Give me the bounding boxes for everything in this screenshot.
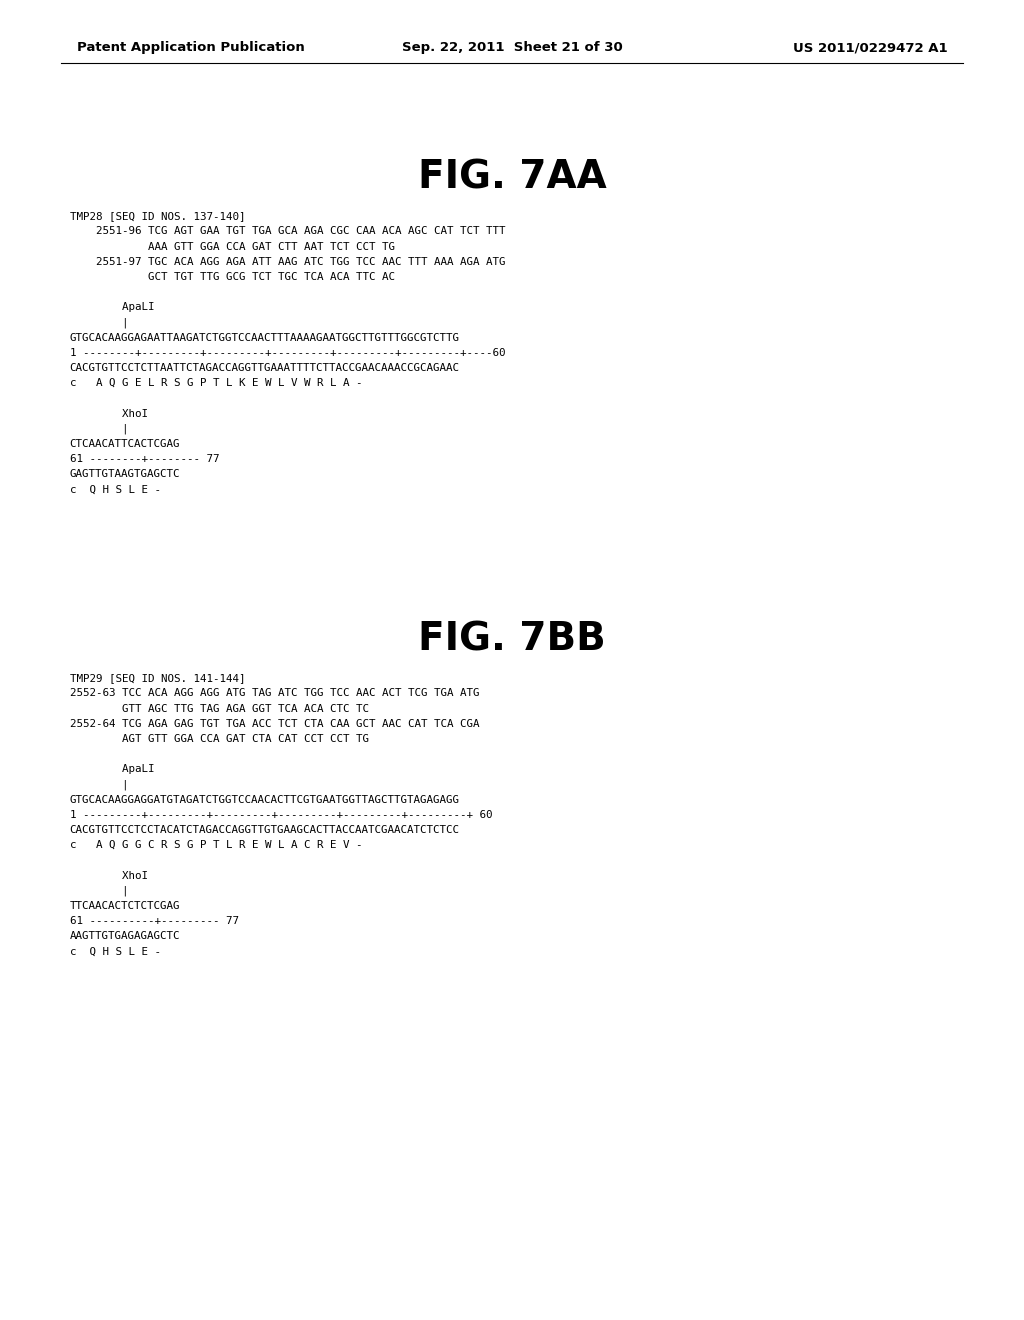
Text: ApaLI: ApaLI bbox=[70, 302, 155, 313]
Text: GTGCACAAGGAGGATGTAGATCTGGTCCAACACTTCGTGAATGGTTAGCTTGTAGAGAGG: GTGCACAAGGAGGATGTAGATCTGGTCCAACACTTCGTGA… bbox=[70, 795, 460, 805]
Text: c   A Q G E L R S G P T L K E W L V W R L A -: c A Q G E L R S G P T L K E W L V W R L … bbox=[70, 378, 362, 388]
Text: XhoI: XhoI bbox=[70, 409, 147, 418]
Text: c  Q H S L E -: c Q H S L E - bbox=[70, 946, 161, 957]
Text: Sep. 22, 2011  Sheet 21 of 30: Sep. 22, 2011 Sheet 21 of 30 bbox=[401, 41, 623, 54]
Text: US 2011/0229472 A1: US 2011/0229472 A1 bbox=[793, 41, 947, 54]
Text: TMP28 [SEQ ID NOS. 137-140]: TMP28 [SEQ ID NOS. 137-140] bbox=[70, 211, 245, 222]
Text: CACGTGTTCCTCCTACATCTAGACCAGGTTGTGAAGCACTTACCAATCGAACATCTCTCC: CACGTGTTCCTCCTACATCTAGACCAGGTTGTGAAGCACT… bbox=[70, 825, 460, 836]
Text: |: | bbox=[70, 886, 128, 896]
Text: CTCAACATTCACTCGAG: CTCAACATTCACTCGAG bbox=[70, 438, 180, 449]
Text: CACGTGTTCCTCTTAATTCTAGACCAGGTTGAAATTTTCTTACCGAACAAACCGCAGAAC: CACGTGTTCCTCTTAATTCTAGACCAGGTTGAAATTTTCT… bbox=[70, 363, 460, 374]
Text: AAA GTT GGA CCA GAT CTT AAT TCT CCT TG: AAA GTT GGA CCA GAT CTT AAT TCT CCT TG bbox=[70, 242, 394, 252]
Text: GAGTTGTAAGTGAGCTC: GAGTTGTAAGTGAGCTC bbox=[70, 470, 180, 479]
Text: c   A Q G G C R S G P T L R E W L A C R E V -: c A Q G G C R S G P T L R E W L A C R E … bbox=[70, 841, 362, 850]
Text: FIG. 7BB: FIG. 7BB bbox=[418, 620, 606, 659]
Text: 61 --------+-------- 77: 61 --------+-------- 77 bbox=[70, 454, 219, 465]
Text: 1 ---------+---------+---------+---------+---------+---------+ 60: 1 ---------+---------+---------+--------… bbox=[70, 809, 493, 820]
Text: GTGCACAAGGAGAATTAAGATCTGGTCCAACTTTAAAAGAATGGCTTGTTTGGCGTCTTG: GTGCACAAGGAGAATTAAGATCTGGTCCAACTTTAAAAGA… bbox=[70, 333, 460, 343]
Text: |: | bbox=[70, 424, 128, 434]
Text: TMP29 [SEQ ID NOS. 141-144]: TMP29 [SEQ ID NOS. 141-144] bbox=[70, 673, 245, 684]
Text: ApaLI: ApaLI bbox=[70, 764, 155, 775]
Text: GTT AGC TTG TAG AGA GGT TCA ACA CTC TC: GTT AGC TTG TAG AGA GGT TCA ACA CTC TC bbox=[70, 704, 369, 714]
Text: 1 --------+---------+---------+---------+---------+---------+----60: 1 --------+---------+---------+---------… bbox=[70, 348, 505, 358]
Text: AAGTTGTGAGAGAGCTC: AAGTTGTGAGAGAGCTC bbox=[70, 932, 180, 941]
Text: Patent Application Publication: Patent Application Publication bbox=[77, 41, 304, 54]
Text: 2551-96 TCG AGT GAA TGT TGA GCA AGA CGC CAA ACA AGC CAT TCT TTT: 2551-96 TCG AGT GAA TGT TGA GCA AGA CGC … bbox=[70, 226, 505, 236]
Text: 2551-97 TGC ACA AGG AGA ATT AAG ATC TGG TCC AAC TTT AAA AGA ATG: 2551-97 TGC ACA AGG AGA ATT AAG ATC TGG … bbox=[70, 256, 505, 267]
Text: FIG. 7AA: FIG. 7AA bbox=[418, 158, 606, 197]
Text: 2552-63 TCC ACA AGG AGG ATG TAG ATC TGG TCC AAC ACT TCG TGA ATG: 2552-63 TCC ACA AGG AGG ATG TAG ATC TGG … bbox=[70, 689, 479, 698]
Text: GCT TGT TTG GCG TCT TGC TCA ACA TTC AC: GCT TGT TTG GCG TCT TGC TCA ACA TTC AC bbox=[70, 272, 394, 282]
Text: |: | bbox=[70, 779, 128, 789]
Text: c  Q H S L E -: c Q H S L E - bbox=[70, 484, 161, 495]
Text: AGT GTT GGA CCA GAT CTA CAT CCT CCT TG: AGT GTT GGA CCA GAT CTA CAT CCT CCT TG bbox=[70, 734, 369, 744]
Text: 2552-64 TCG AGA GAG TGT TGA ACC TCT CTA CAA GCT AAC CAT TCA CGA: 2552-64 TCG AGA GAG TGT TGA ACC TCT CTA … bbox=[70, 718, 479, 729]
Text: TTCAACACTCTCTCGAG: TTCAACACTCTCTCGAG bbox=[70, 900, 180, 911]
Text: 61 ----------+--------- 77: 61 ----------+--------- 77 bbox=[70, 916, 239, 927]
Text: XhoI: XhoI bbox=[70, 871, 147, 880]
Text: |: | bbox=[70, 318, 128, 327]
